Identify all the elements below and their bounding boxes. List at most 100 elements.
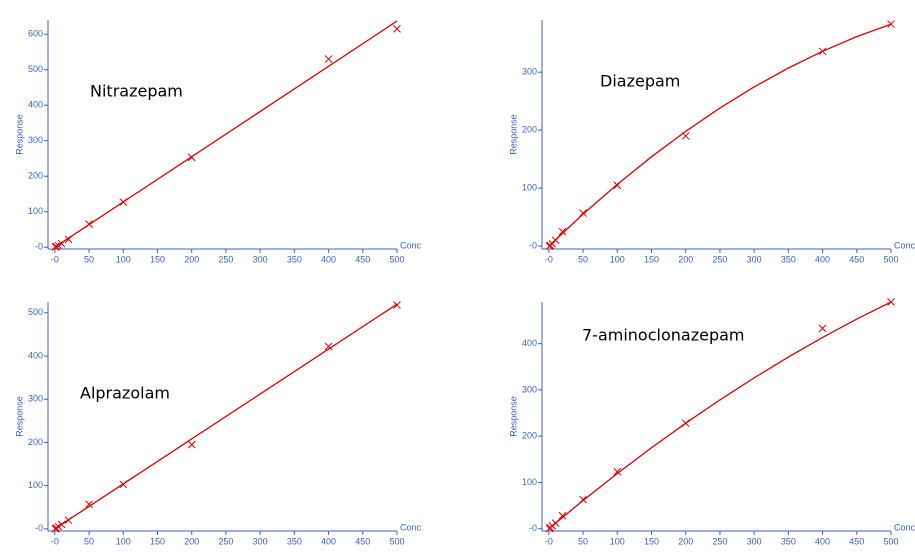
chart-panel: -0 50 100 150 200 250 300 350 400 450 500 -0 100 200 3… [508,20,915,264]
x-axis-label: Conc [894,240,915,250]
x-tick-label: 300 [747,254,762,264]
x-tick-label: 50 [84,254,94,264]
x-tick-label: 300 [253,536,268,546]
y-tick-label: -0 [529,523,537,533]
y-tick-label: 400 [28,350,43,360]
chart-panel: -0 50 100 150 200 250 300 350 400 450 500 -0 100 200 3… [14,20,422,264]
x-tick-label: 150 [150,536,165,546]
x-tick-label: 500 [389,536,404,546]
y-tick-label: 200 [28,437,43,447]
data-point [119,198,128,206]
chart-panel: -0 50 100 150 200 250 300 350 400 450 500 -0 100 200 3… [508,298,915,546]
y-tick-label: 300 [522,67,537,77]
x-tick-label: 100 [116,536,131,546]
y-tick-label: 400 [522,338,537,348]
data-point [818,324,827,333]
x-tick-label: 50 [578,536,588,546]
data-point [187,440,196,449]
y-tick-label: 400 [28,100,43,110]
data-point [681,419,690,428]
x-tick-label: -0 [545,254,553,264]
y-axis-label: Response [14,114,24,155]
x-tick-label: 150 [644,254,659,264]
data-point [887,20,895,28]
x-tick-label: 350 [781,254,796,264]
data-point [324,55,333,63]
data-point [85,220,93,229]
y-axis-label: Response [508,114,518,155]
chart-title: Nitrazepam [90,82,183,101]
x-tick-label: 300 [747,536,762,546]
x-tick-label: 450 [355,536,370,546]
data-point [187,153,196,162]
data-point [54,522,63,531]
y-tick-label: 300 [522,384,537,394]
fit-line [548,301,892,530]
fit-line [54,20,398,248]
x-tick-label: 400 [321,254,336,264]
fit-line [548,23,892,247]
x-tick-label: 200 [184,254,199,264]
data-point [558,227,567,236]
x-tick-label: 500 [883,254,898,264]
y-tick-label: 100 [28,480,43,490]
y-tick-label: 500 [28,64,43,74]
x-tick-label: -0 [51,536,59,546]
x-tick-label: 200 [678,254,693,264]
y-tick-label: 600 [28,29,43,39]
data-point [52,524,61,532]
y-tick-label: 300 [28,394,43,404]
y-tick-label: 200 [28,171,43,181]
x-tick-label: 450 [849,536,864,546]
x-tick-label: -0 [545,536,553,546]
y-tick-label: -0 [35,242,43,252]
y-tick-label: -0 [35,523,43,533]
x-tick-label: 300 [253,254,268,264]
x-tick-label: 450 [355,254,370,264]
x-tick-label: 100 [116,254,131,264]
chart-panel: -0 50 100 150 200 250 300 350 400 450 500 -0 100 200 3… [14,301,422,546]
chart-title: 7-aminoclonazepam [582,326,744,345]
data-point [613,181,622,190]
y-tick-label: 100 [522,183,537,193]
data-point [57,520,66,529]
x-axis-label: Conc [400,240,422,250]
y-tick-label: -0 [529,240,537,250]
x-axis-label: Conc [400,522,422,532]
x-tick-label: 350 [781,536,796,546]
x-tick-label: 100 [610,254,625,264]
data-point [579,209,587,217]
data-point [681,132,690,140]
x-tick-label: 400 [321,536,336,546]
data-point [558,511,567,520]
y-tick-label: 300 [28,135,43,145]
x-tick-label: 400 [815,254,830,264]
data-point [64,516,73,525]
data-point [551,236,560,245]
data-point [119,480,128,489]
x-tick-label: 500 [389,254,404,264]
fit-line [54,303,398,530]
x-tick-label: 350 [287,536,302,546]
data-point [818,47,827,56]
data-point [393,301,401,309]
chart-title: Diazepam [600,72,680,91]
x-tick-label: 150 [644,536,659,546]
data-point [613,467,622,476]
data-point [579,495,587,504]
data-point [887,298,895,306]
y-tick-label: 100 [522,477,537,487]
x-tick-label: 200 [678,536,693,546]
data-point [52,242,61,251]
x-tick-label: 250 [712,536,727,546]
y-tick-label: 200 [522,431,537,441]
y-tick-label: 500 [28,307,43,317]
data-point [57,239,66,248]
x-tick-label: 150 [150,254,165,264]
x-tick-label: 250 [218,536,233,546]
x-tick-label: 400 [815,536,830,546]
x-tick-label: 500 [883,536,898,546]
y-tick-label: 100 [28,206,43,216]
x-tick-label: 50 [578,254,588,264]
